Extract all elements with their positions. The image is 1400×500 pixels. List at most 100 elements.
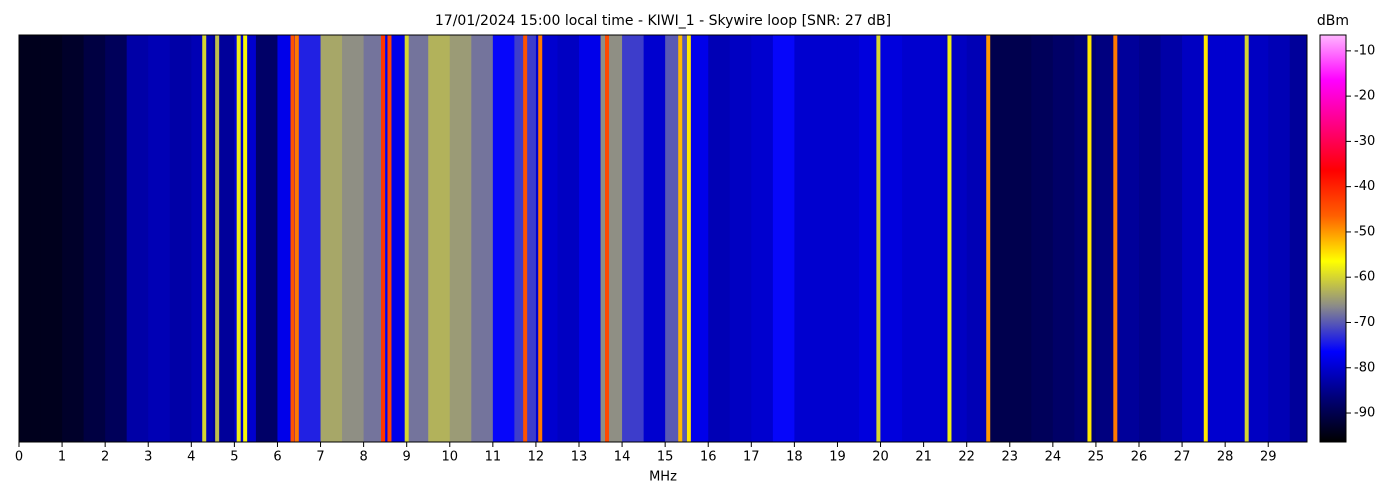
x-tick-label: 2 (101, 450, 109, 465)
x-tick-label: 10 (441, 450, 458, 465)
x-tick-label: 11 (485, 450, 502, 465)
x-tick-label: 12 (528, 450, 545, 465)
signal-carrier (1087, 35, 1092, 442)
x-tick-label: 4 (187, 450, 195, 465)
spectrum-cell (1160, 35, 1183, 442)
x-tick-label: 23 (1001, 450, 1018, 465)
x-tick-label: 20 (872, 450, 889, 465)
signal-carrier (876, 35, 881, 442)
spectrum-cell (902, 35, 925, 442)
chart-title: 17/01/2024 15:00 local time - KIWI_1 - S… (435, 13, 891, 29)
spectrum-cell (363, 35, 386, 442)
signal-carrier (947, 35, 952, 442)
spectrum-cell (837, 35, 860, 442)
spectrum-cell (406, 35, 429, 442)
spectrum-cell (923, 35, 946, 442)
spectrum-cell (1052, 35, 1075, 442)
spectrum-cell (1009, 35, 1032, 442)
colorbar-tick-label: -20 (1354, 89, 1375, 104)
x-tick-label: 9 (403, 450, 411, 465)
spectrum-cell (1268, 35, 1291, 442)
signal-carrier (605, 35, 609, 442)
spectrum-cell (1289, 35, 1307, 442)
signal-carrier (202, 35, 207, 442)
spectrum-cell (859, 35, 882, 442)
signal-carrier (1203, 35, 1208, 442)
colorbar-tick-label: -30 (1354, 134, 1375, 149)
spectrum-cell (794, 35, 817, 442)
spectrum-cell (1225, 35, 1248, 442)
plot-area (19, 35, 1307, 442)
signal-carrier (387, 35, 392, 442)
spectrum-cell (1203, 35, 1226, 442)
x-tick-label: 3 (144, 450, 152, 465)
x-tick-label: 6 (273, 450, 281, 465)
spectrum-cell (1246, 35, 1269, 442)
spectrum-cell (342, 35, 365, 442)
spectrum-cell (105, 35, 128, 442)
spectrum-cell (1095, 35, 1118, 442)
signal-carrier (678, 35, 683, 442)
x-tick-label: 26 (1131, 450, 1148, 465)
spectrum-cell (579, 35, 602, 442)
x-tick-label: 13 (571, 450, 588, 465)
spectrum-cell (83, 35, 106, 442)
x-axis-label: MHz (649, 470, 677, 485)
colorbar-tick-label: -90 (1354, 406, 1375, 421)
colorbar-tick-label: -80 (1354, 360, 1375, 375)
x-tick-label: 5 (230, 450, 238, 465)
x-tick-label: 29 (1260, 450, 1277, 465)
spectrum-cell (643, 35, 666, 442)
x-tick-label: 8 (359, 450, 367, 465)
spectrum-cell (255, 35, 278, 442)
x-tick-label: 27 (1174, 450, 1191, 465)
spectrum-cell (169, 35, 192, 442)
spectrum-cell (1139, 35, 1162, 442)
signal-carrier (215, 35, 220, 442)
spectrum-cell (299, 35, 322, 442)
signal-carrier (1244, 35, 1249, 442)
spectrum-cell (148, 35, 171, 442)
x-tick-label: 22 (958, 450, 975, 465)
spectrum-cell (1182, 35, 1205, 442)
spectrum-cell (62, 35, 85, 442)
spectrum-cell (492, 35, 515, 442)
spectrum-cell (772, 35, 795, 442)
x-tick-label: 24 (1045, 450, 1062, 465)
x-tick-label: 28 (1217, 450, 1234, 465)
spectrum-cell (1031, 35, 1054, 442)
spectrum-cell (815, 35, 838, 442)
signal-carrier (381, 35, 385, 442)
spectrum-cell (1074, 35, 1097, 442)
signal-carrier (986, 35, 991, 442)
plot-frame (18, 34, 1308, 443)
spectrum-cell (966, 35, 989, 442)
spectrum-cell (880, 35, 903, 442)
x-tick-label: 25 (1088, 450, 1105, 465)
spectrum-cell (471, 35, 494, 442)
colorbar-tick-label: -70 (1354, 315, 1375, 330)
spectrum-cell (557, 35, 580, 442)
x-tick-label: 21 (915, 450, 932, 465)
spectrum-cell (126, 35, 149, 442)
signal-carrier (243, 35, 248, 442)
x-tick-label: 17 (743, 450, 760, 465)
signal-carrier (538, 35, 543, 442)
spectrum-cell (19, 35, 42, 442)
signal-carrier (1113, 35, 1118, 442)
spectrum-cell (751, 35, 774, 442)
spectrum-cell (988, 35, 1011, 442)
signal-carrier (294, 35, 299, 442)
spectrum-cell (428, 35, 451, 442)
spectrum-cell (708, 35, 731, 442)
signal-carrier (523, 35, 528, 442)
spectrum-cell (449, 35, 472, 442)
signal-carrier (404, 35, 409, 442)
x-tick-label: 15 (657, 450, 674, 465)
spectrum-cell (40, 35, 63, 442)
colorbar-label: dBm (1317, 13, 1349, 29)
spectrum-cell (686, 35, 709, 442)
x-tick-label: 19 (829, 450, 846, 465)
x-tick-label: 7 (316, 450, 324, 465)
signal-carrier (686, 35, 691, 442)
